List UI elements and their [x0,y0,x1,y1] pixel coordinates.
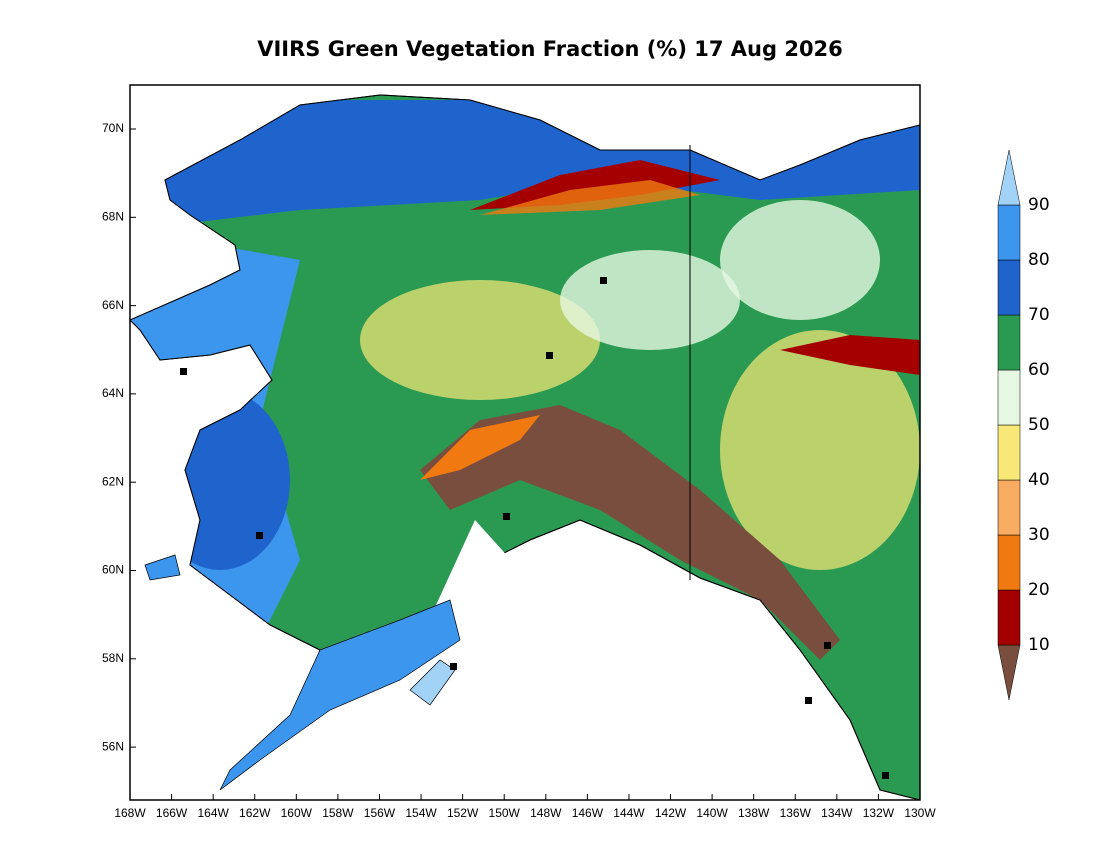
colorbar-label: 30 [1028,525,1050,545]
x-tick-label: 168W [114,806,146,820]
axes: 168W 166W 164W 162W 160W 158W 156W 154W 152W 150W… [102,121,936,820]
x-tick-label: 160W [281,806,313,820]
x-tick-label: 158W [322,806,354,820]
x-tick-label: 156W [364,806,396,820]
colorbar-bin [997,369,1021,426]
x-tick-label: 134W [821,806,853,820]
x-tick-label: 140W [696,806,728,820]
x-tick-label: 142W [655,806,687,820]
colorbar-label: 80 [1028,250,1050,270]
y-tick-label: 66N [102,298,124,312]
x-tick-label: 132W [863,806,895,820]
city-markers [180,277,889,779]
colorbar-bin [997,424,1021,481]
y-tick-label: 62N [102,474,124,488]
colorbar-label: 90 [1028,195,1050,215]
x-tick-label: 164W [197,806,229,820]
x-tick-label: 150W [489,806,521,820]
colorbar-bin [997,204,1021,261]
x-tick-label: 146W [572,806,604,820]
y-tick-label: 70N [102,121,124,135]
x-tick-label: 144W [613,806,645,820]
x-tick-label: 138W [738,806,770,820]
colorbar-bin [997,314,1021,371]
x-tick-label: 154W [405,806,437,820]
y-tick-label: 68N [102,209,124,223]
map-title: VIIRS Green Vegetation Fraction (%) 17 A… [257,37,843,61]
map-area [130,94,920,800]
colorbar-low-triangle [997,644,1021,701]
colorbar-label: 10 [1028,635,1050,655]
colorbar-label: 60 [1028,360,1050,380]
y-tick-label: 58N [102,651,124,665]
nunivak-island [144,554,181,581]
x-tick-label: 162W [239,806,271,820]
colorbar-bin [997,534,1021,591]
y-tick-label: 56N [102,739,124,753]
colorbar-bin [997,479,1021,536]
colorbar-label: 50 [1028,415,1050,435]
colorbar-bin [997,259,1021,316]
colorbar-label: 40 [1028,470,1050,490]
colorbar-label: 20 [1028,580,1050,600]
x-tick-label: 130W [904,806,936,820]
x-tick-label: 152W [447,806,479,820]
x-tick-label: 148W [530,806,562,820]
y-tick-label: 60N [102,563,124,577]
x-tick-label: 136W [780,806,812,820]
colorbar: 10 20 30 40 50 60 70 80 90 [997,149,1050,701]
alaska-peninsula [219,599,461,791]
x-tick-label: 166W [156,806,188,820]
map-frame [129,84,921,801]
y-tick-label: 64N [102,386,124,400]
colorbar-label: 70 [1028,305,1050,325]
colorbar-high-triangle [997,149,1021,206]
colorbar-bin [997,589,1021,646]
